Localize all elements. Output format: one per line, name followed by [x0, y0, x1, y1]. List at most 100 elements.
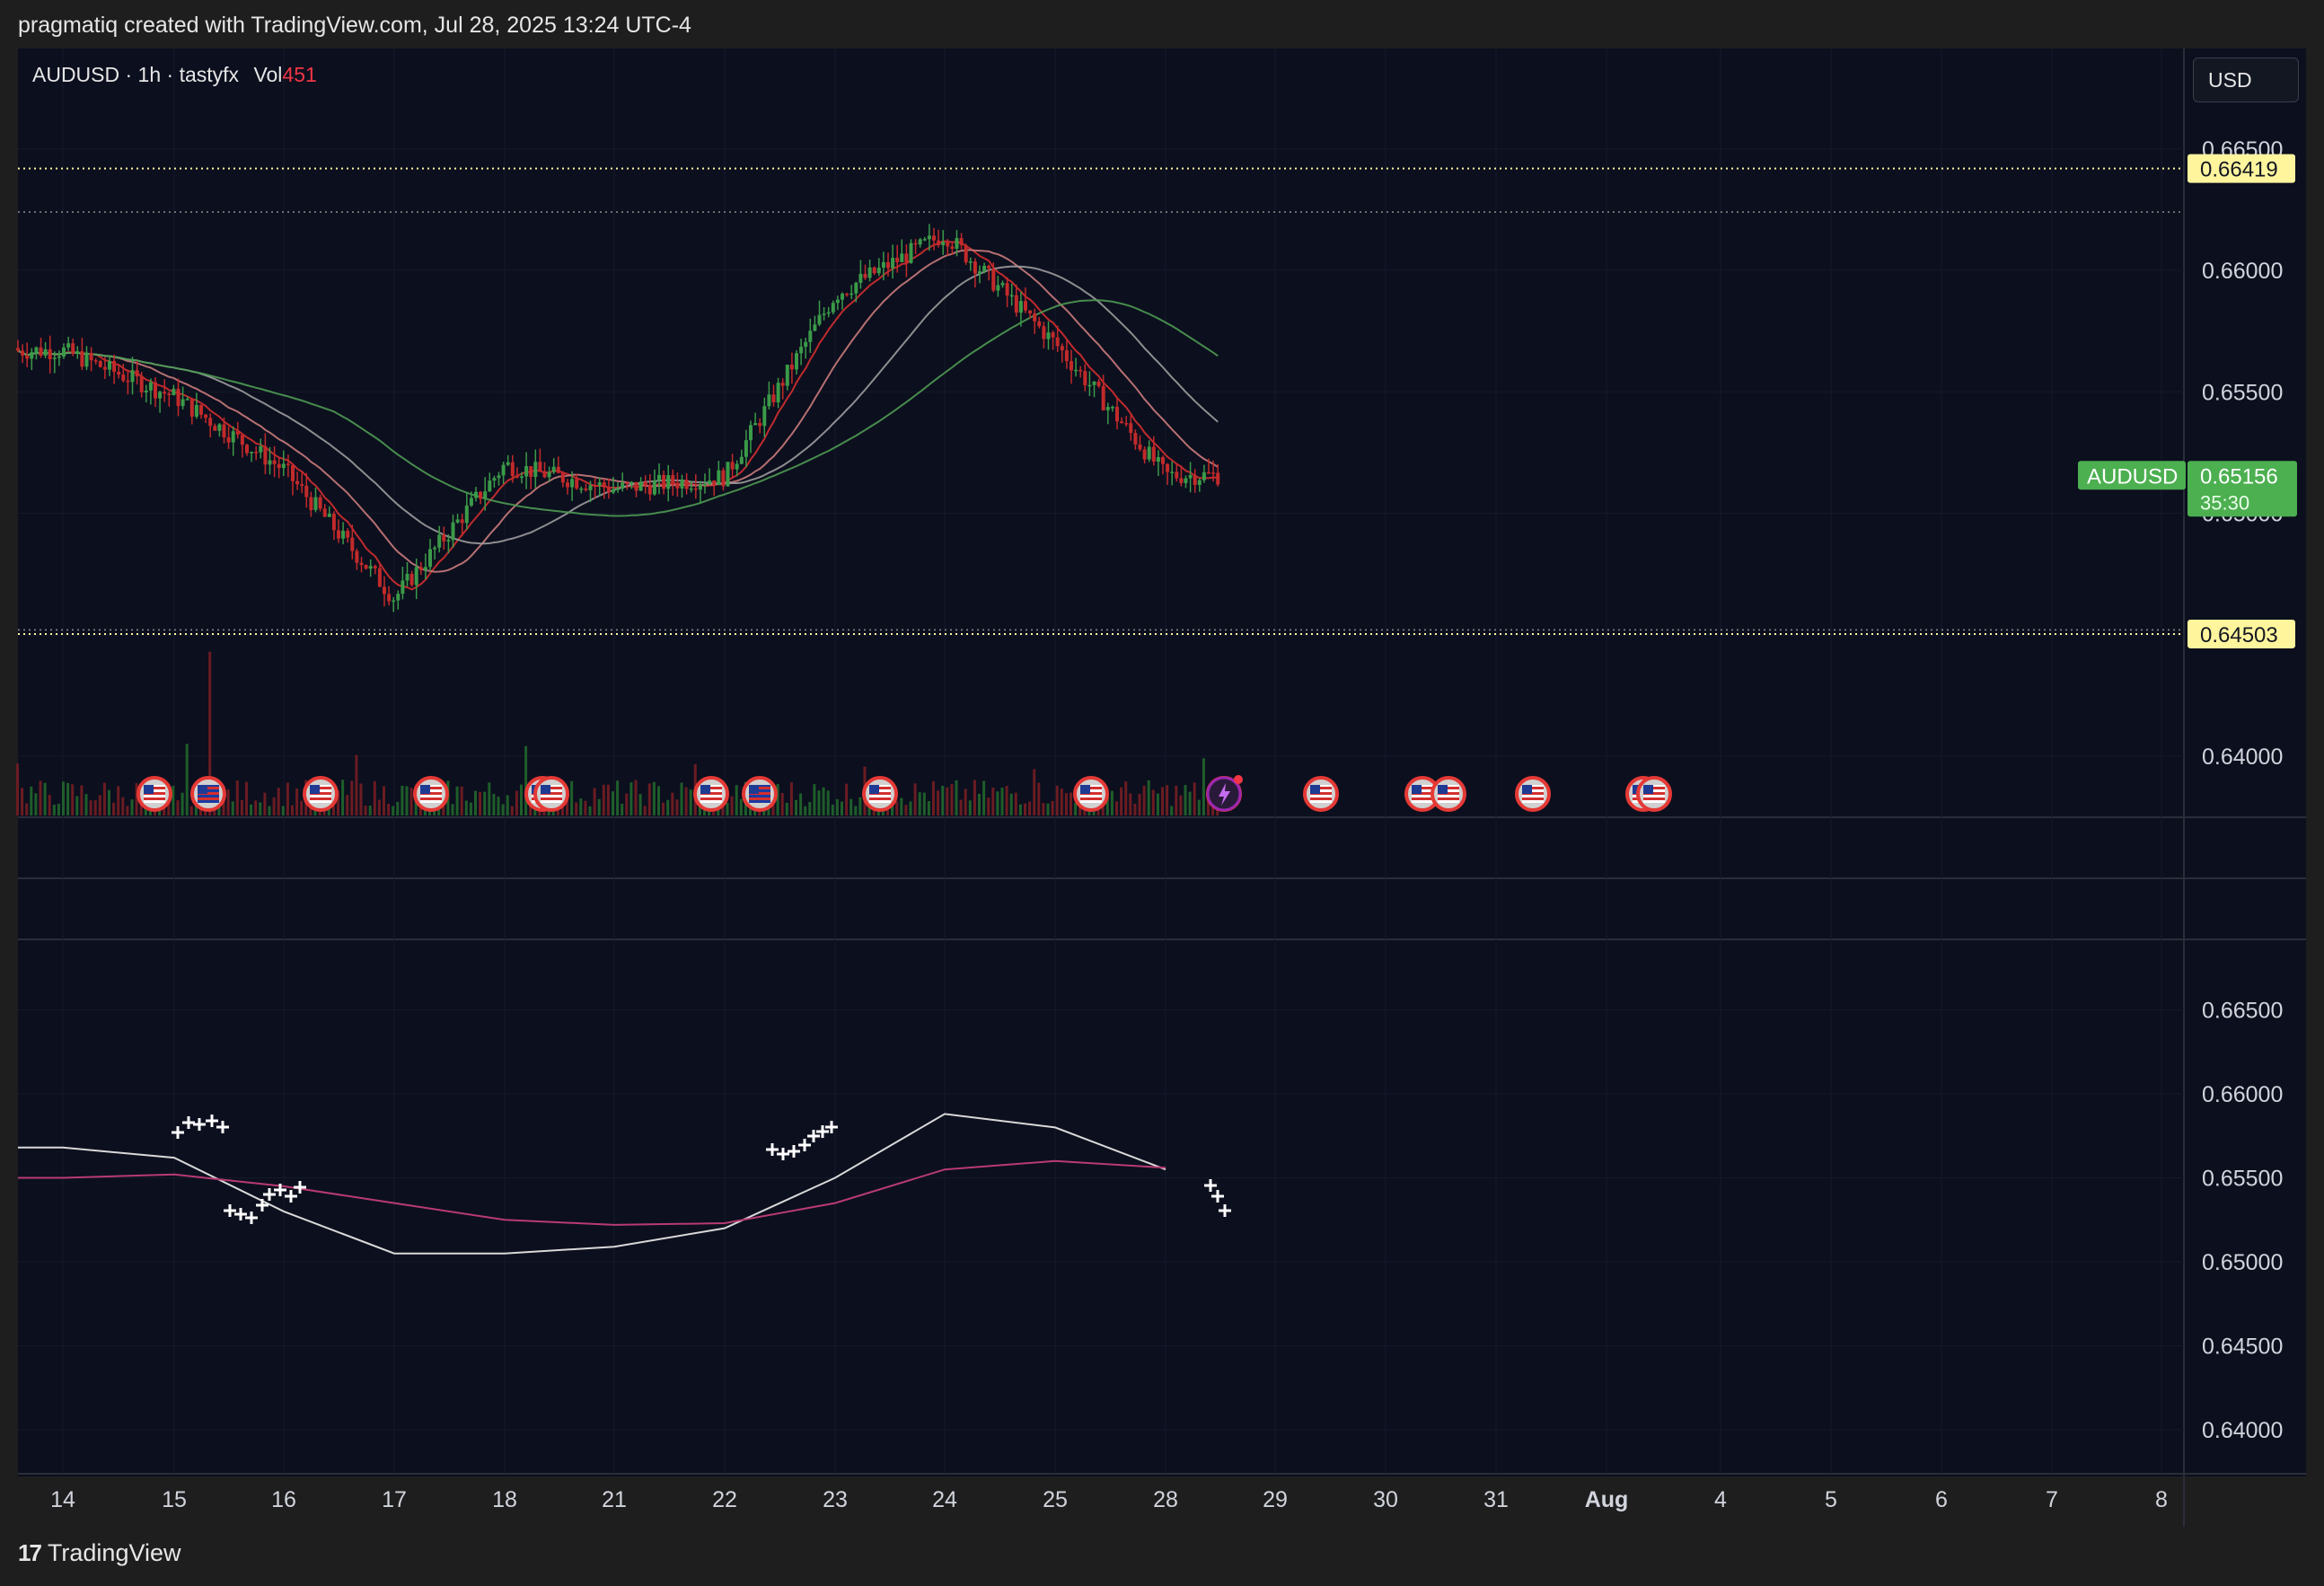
candle-body	[259, 445, 263, 453]
flag-canton	[1080, 785, 1090, 794]
candle-body	[1147, 446, 1151, 460]
volume-bar	[346, 795, 349, 815]
candle-body	[1101, 386, 1105, 410]
us-flag-icon	[693, 776, 729, 812]
currency-button[interactable]: USD	[2193, 57, 2299, 102]
candle-body	[1216, 472, 1220, 485]
candle-body	[364, 565, 368, 569]
volume-bar	[1202, 758, 1205, 815]
candle-body	[533, 462, 538, 478]
candle-body	[826, 312, 831, 314]
candle-body	[1009, 295, 1014, 297]
volume-bar	[684, 787, 688, 815]
candle-body	[776, 383, 780, 403]
volume-bar	[515, 790, 518, 815]
tradingview-logo-icon: 17	[18, 1539, 42, 1566]
flag-stripe	[144, 792, 165, 795]
candle-body	[291, 464, 295, 481]
volume-bar	[185, 744, 189, 815]
volume-bar	[689, 789, 692, 815]
candle-body	[744, 440, 748, 457]
candle-body	[231, 431, 235, 443]
candle-body	[135, 370, 139, 377]
volume-bar	[245, 781, 248, 815]
cross-marker	[263, 1188, 276, 1201]
volume-bar	[98, 795, 101, 815]
candle-body	[1074, 369, 1078, 372]
volume-bar	[1120, 787, 1123, 815]
candle-body	[245, 445, 249, 454]
candle-body	[163, 392, 167, 394]
volume-bar	[368, 806, 372, 815]
candle-body	[982, 265, 987, 272]
volume-bar	[117, 786, 120, 815]
volume-bar	[474, 790, 477, 815]
candle-body	[1005, 283, 1009, 296]
x-tick: 28	[1153, 1487, 1178, 1512]
candle-body	[346, 531, 350, 538]
candle-body	[735, 463, 739, 470]
volume-bar	[286, 782, 289, 815]
level-lines	[18, 167, 2184, 635]
us-flag-icon	[303, 776, 339, 812]
candle-body	[1197, 480, 1202, 485]
candle-body	[602, 482, 606, 488]
volume-bar	[1005, 786, 1008, 815]
candle-body	[684, 480, 689, 489]
candle-body	[1092, 381, 1096, 385]
volume-bar	[126, 806, 129, 815]
volume-bar	[208, 651, 212, 815]
volume-bar	[506, 795, 509, 815]
volume-bar	[455, 786, 459, 815]
us-flag-icon	[1515, 776, 1551, 812]
volume-bar	[1156, 793, 1159, 815]
candle-body	[973, 261, 977, 274]
candle-body	[446, 540, 451, 542]
volume-bar	[272, 797, 276, 815]
tradingview-logo[interactable]: 17 TradingView	[18, 1539, 181, 1567]
volume-bar	[135, 783, 138, 815]
candle-body	[322, 508, 327, 517]
candle-body	[98, 361, 102, 367]
candle-body	[1188, 475, 1193, 479]
ma-line-3	[17, 299, 1219, 517]
candle-body	[359, 562, 364, 566]
volume-bar	[739, 798, 743, 815]
candle-body	[1193, 475, 1197, 485]
candle-body	[560, 472, 565, 483]
candle-body	[946, 242, 950, 247]
candle-body	[185, 399, 189, 401]
lower-series-1	[18, 1159, 1166, 1226]
candle-body	[708, 480, 712, 484]
candle-body	[1211, 472, 1216, 474]
candle-body	[964, 245, 968, 263]
flag-canton	[1310, 785, 1320, 794]
volume-bar	[1074, 803, 1078, 815]
candle-body	[108, 360, 111, 370]
volume-bar	[570, 780, 574, 815]
candles	[16, 224, 1220, 612]
candle-body	[199, 405, 203, 415]
candle-body	[469, 498, 473, 506]
candle-body	[703, 483, 707, 486]
volume-bar	[387, 803, 391, 815]
candle-body	[795, 353, 798, 370]
volume-bar	[213, 806, 216, 815]
volume-bar	[337, 790, 339, 815]
volume-bar	[858, 797, 862, 815]
cross-marker	[206, 1115, 218, 1127]
candle-body	[1024, 301, 1027, 311]
volume-bar	[1064, 793, 1068, 815]
volume-bar	[524, 745, 528, 815]
volume-bar	[922, 792, 926, 815]
candle-body	[89, 352, 93, 361]
volume-bar	[1024, 803, 1026, 815]
volume-bar	[1070, 792, 1072, 815]
candle-body	[1096, 381, 1101, 387]
volume-bar	[982, 780, 986, 815]
volume-bar	[130, 799, 134, 815]
volume-bar	[959, 799, 963, 815]
